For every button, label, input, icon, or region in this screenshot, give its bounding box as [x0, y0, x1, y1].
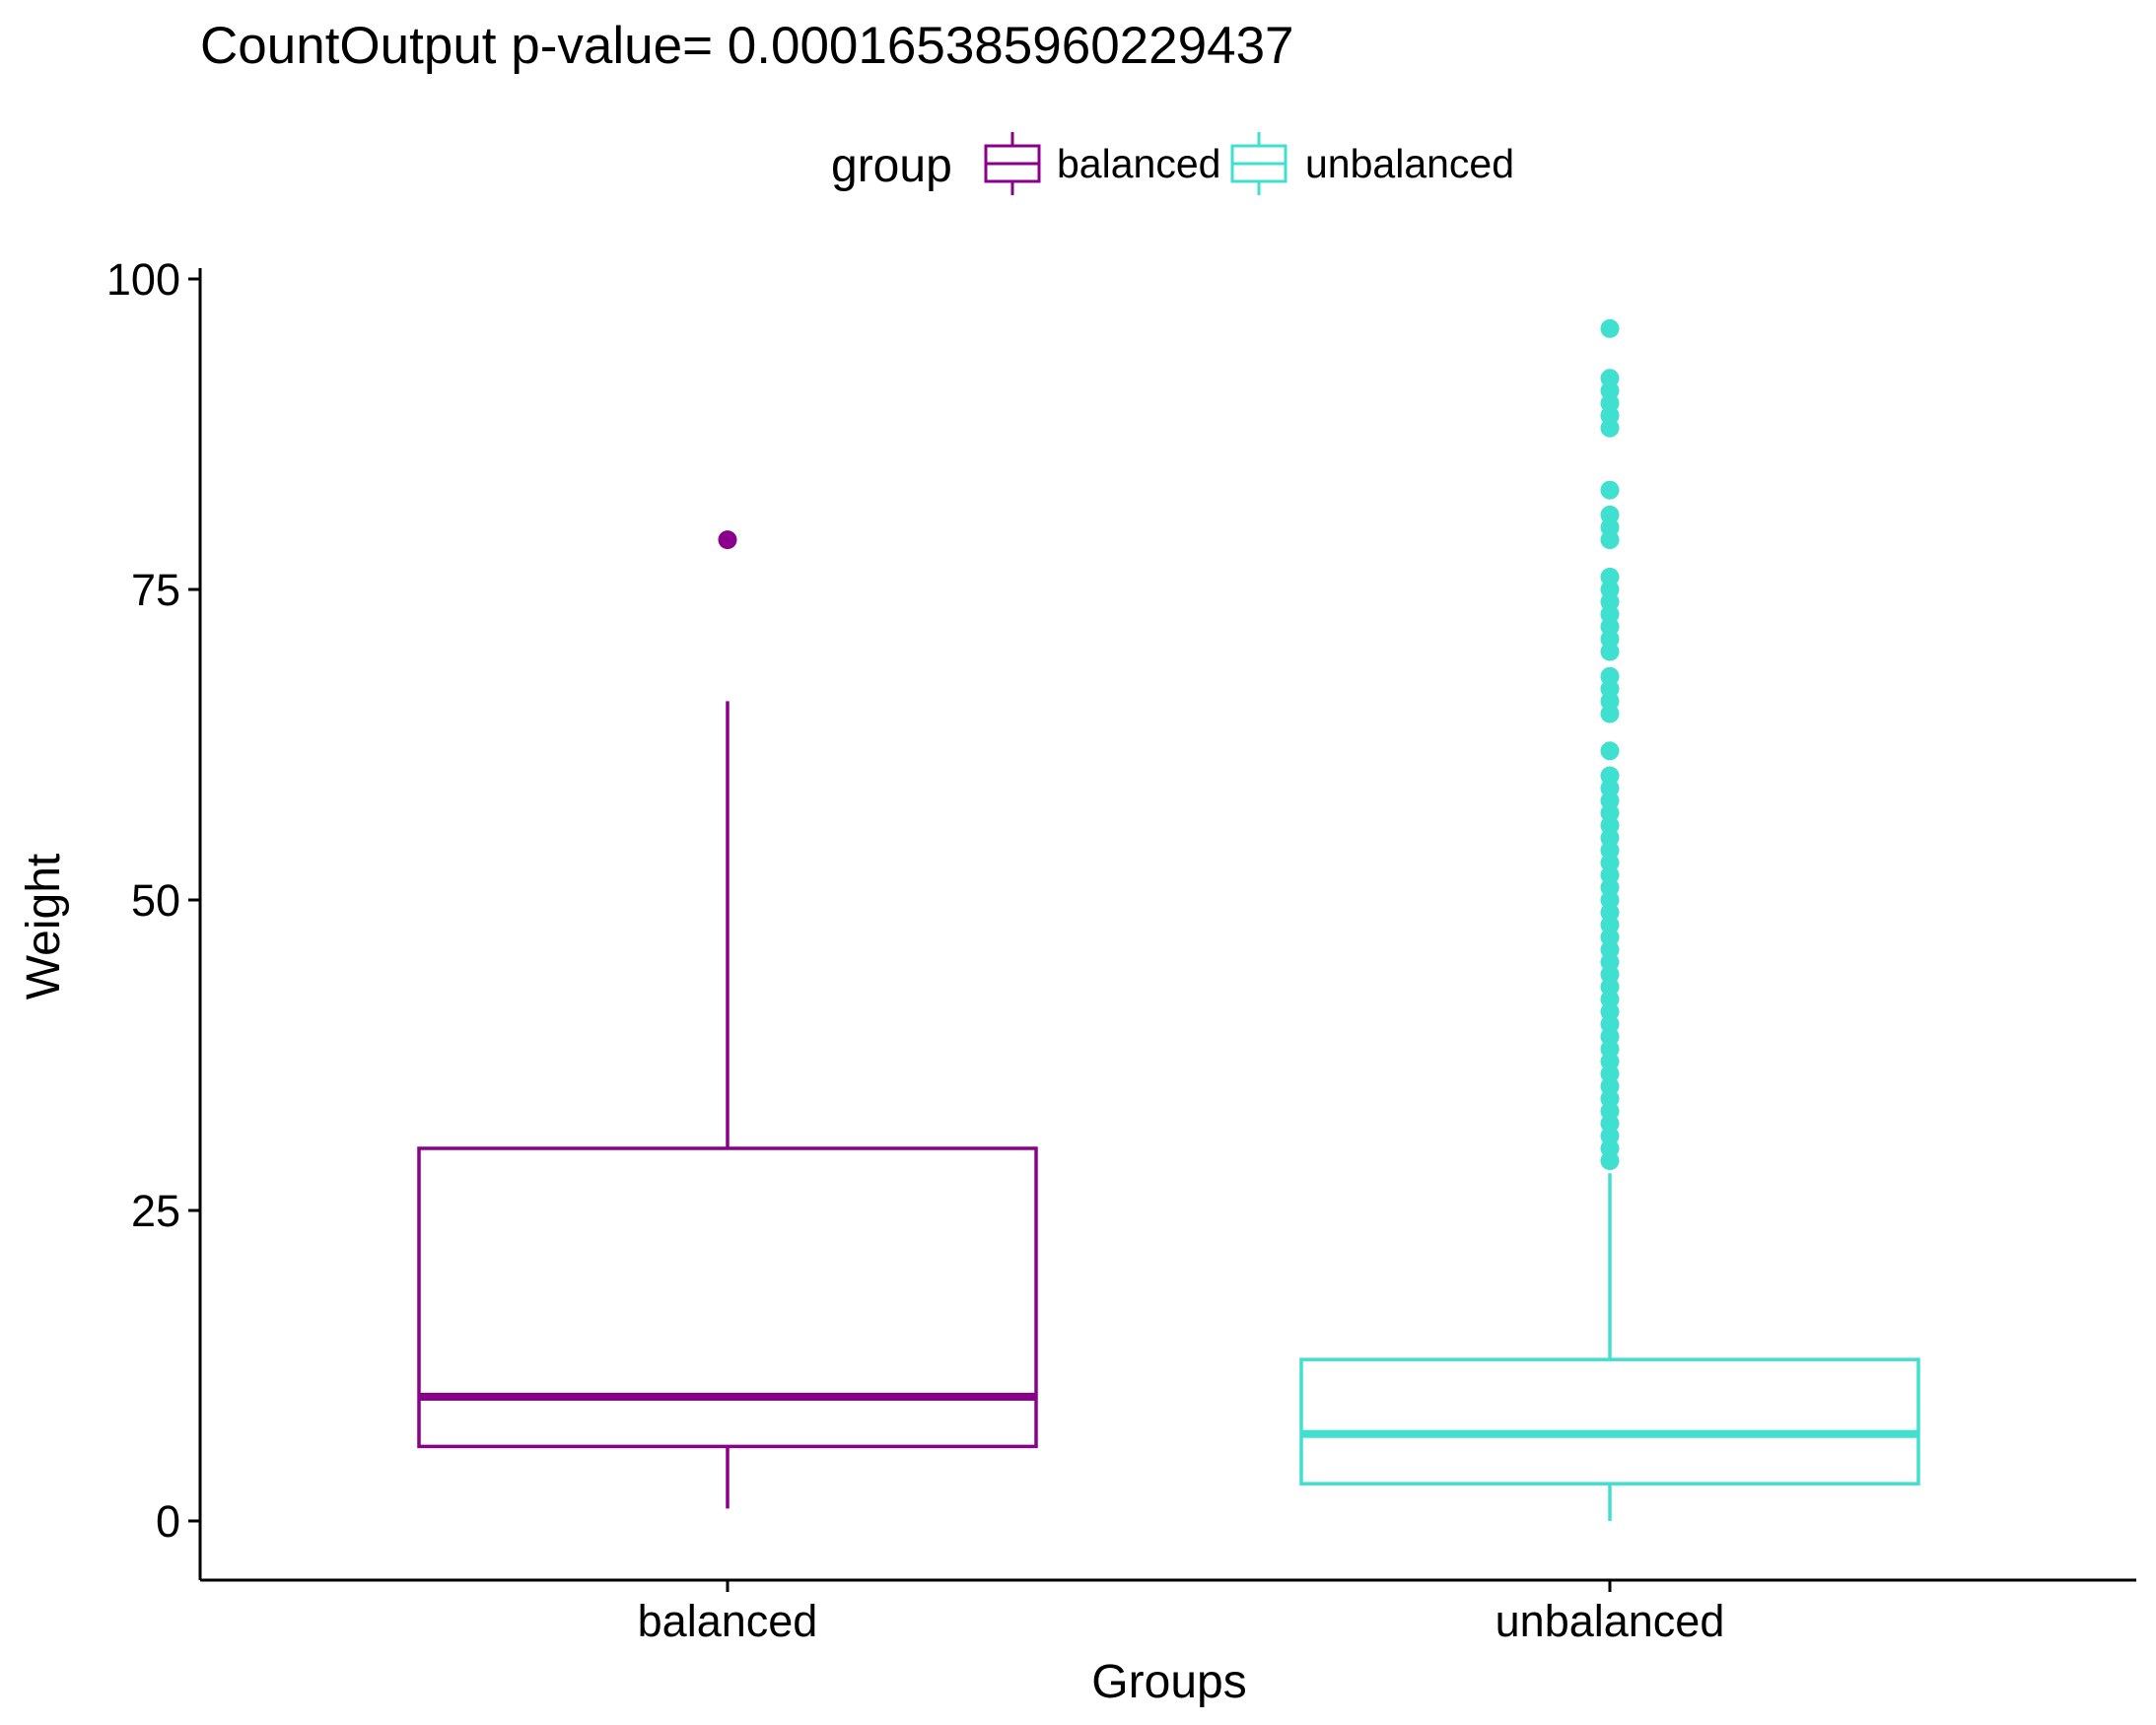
y-tick-label: 100 [106, 254, 180, 305]
y-tick-label: 75 [131, 565, 180, 615]
legend: group balanced unbalanced [831, 132, 1514, 195]
outlier-point [1600, 741, 1620, 761]
outlier-point [1600, 369, 1620, 388]
box-balanced [417, 530, 1038, 1509]
x-tick-label: unbalanced [1495, 1596, 1725, 1646]
outlier-point [1600, 666, 1620, 686]
outlier-point [1600, 766, 1620, 786]
legend-label: unbalanced [1305, 141, 1514, 186]
x-tick-label: balanced [638, 1596, 818, 1646]
y-tick-label: 50 [131, 875, 180, 926]
y-axis-title: Weight [18, 854, 70, 1000]
y-tick-label: 0 [156, 1496, 180, 1547]
iqr-box [1299, 1357, 1920, 1485]
chart-title: CountOutput p-value= 0.00016538596022943… [200, 17, 1294, 75]
outlier-point [1600, 480, 1620, 500]
legend-label: balanced [1057, 141, 1220, 186]
x-axis-title: Groups [1091, 1656, 1246, 1708]
y-tick-label: 25 [131, 1186, 180, 1236]
outlier-point [1600, 318, 1620, 338]
outlier-point [1600, 505, 1620, 524]
outlier-point [1600, 567, 1620, 586]
iqr-box [417, 1146, 1038, 1449]
box-unbalanced [1299, 318, 1920, 1521]
plot-area: 0 25 50 75 100 balanced unbalanced [106, 254, 2136, 1646]
legend-key-unbalanced [1230, 132, 1287, 195]
outlier-point [718, 530, 737, 550]
legend-key-balanced [984, 132, 1041, 195]
legend-title: group [831, 140, 952, 192]
